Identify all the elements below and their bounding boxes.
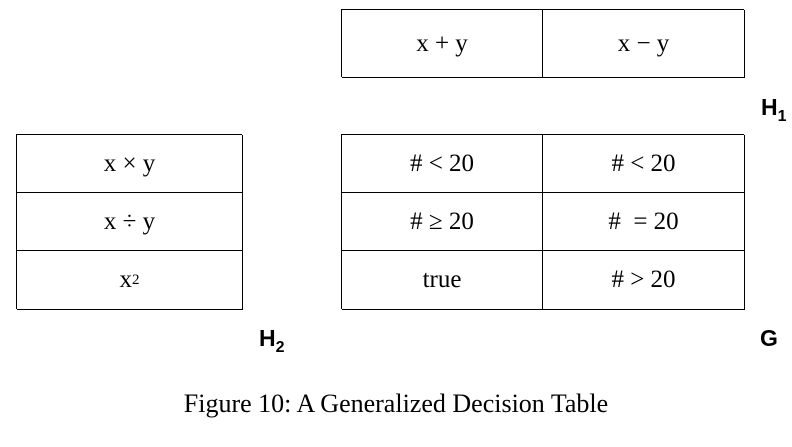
g-cell: # < 20 — [342, 135, 543, 193]
g-label: G — [760, 325, 778, 351]
h2-power-base: x — [119, 266, 133, 293]
h2-label-main: H — [259, 325, 276, 351]
h1-label-subscript: 1 — [777, 108, 787, 125]
h2-label-subscript: 2 — [275, 339, 285, 356]
h2-cell: x ÷ y — [17, 193, 243, 251]
h1-label: H1 — [761, 96, 787, 125]
figure-caption: Figure 10: A Generalized Decision Table — [183, 389, 609, 418]
g-cell: true — [342, 251, 543, 310]
h2-cell: x × y — [17, 135, 243, 193]
g-cell: # ≥ 20 — [342, 193, 543, 251]
g-table: # < 20 # < 20 # ≥ 20 # = 20 true # > 20 — [341, 134, 745, 310]
h1-cell: x − y — [543, 10, 745, 78]
h2-label: H2 — [259, 327, 285, 356]
g-cell: # < 20 — [543, 135, 745, 193]
h1-cell: x + y — [342, 10, 543, 78]
g-cell: # > 20 — [543, 251, 745, 310]
g-cell: # = 20 — [543, 193, 745, 251]
h1-label-main: H — [761, 94, 778, 120]
h1-table: x + y x − y — [341, 9, 745, 78]
